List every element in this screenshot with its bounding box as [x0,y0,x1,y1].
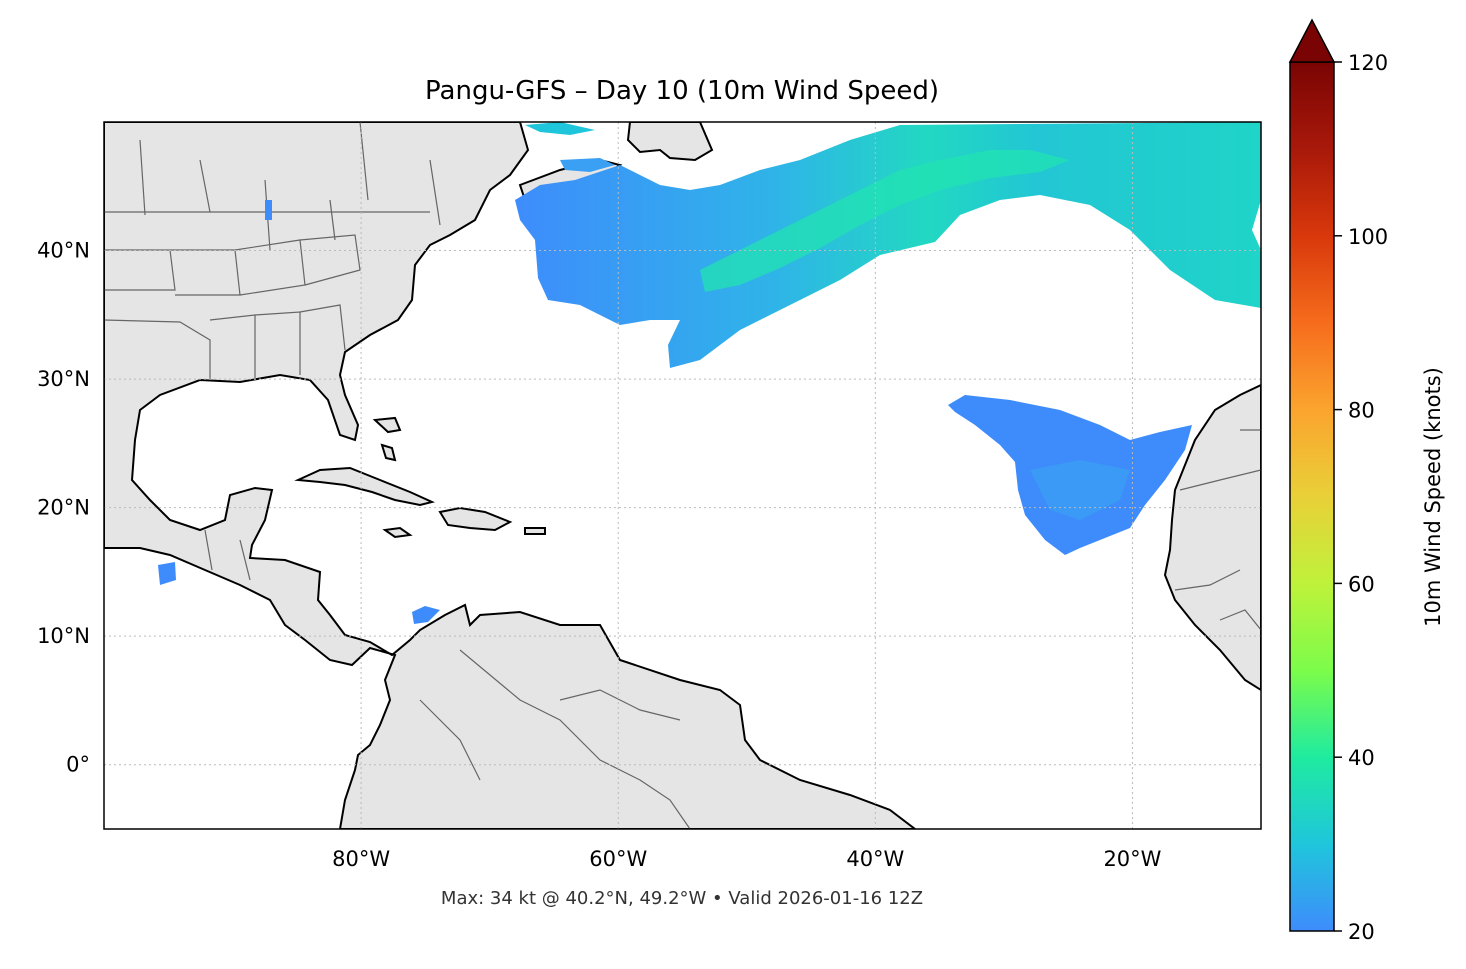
bahamas-islands [372,416,402,462]
colorbar-tick-label: 120 [1348,51,1388,75]
lon-tick-label: 40°W [846,847,904,871]
colorbar-tick-label: 100 [1348,225,1388,249]
newfoundland-island [626,122,714,162]
lat-tick-label: 40°N [37,239,90,263]
colorbar-ticks: 20 40 60 80 100 120 [1334,51,1388,944]
colorbar-extend-arrow [1288,18,1336,63]
colorbar-label: 10m Wind Speed (knots) [1421,367,1445,627]
cuba-island [294,466,436,507]
wind-jet-north-core [700,150,1070,292]
jamaica-island [382,526,413,539]
lat-tick-label: 10°N [37,624,90,648]
colorbar-tick-label: 20 [1348,920,1375,944]
hispaniola-island [438,506,513,532]
lat-tick-label: 20°N [37,496,90,520]
lon-tick-label: 60°W [589,847,647,871]
colorbar-tick-label: 40 [1348,746,1375,770]
lon-tick-label: 20°W [1103,847,1161,871]
colorbar-bar [1289,61,1335,932]
latitude-tick-labels: 0° 10°N 20°N 30°N 40°N [37,239,90,777]
wind-patch-newfoundland [560,158,615,172]
map-frame [103,121,1262,830]
lat-tick-label: 0° [66,753,90,777]
map-content [104,122,1261,829]
colorbar-tick-label: 80 [1348,399,1375,423]
wind-patch-pacific [158,562,176,585]
wind-speed-field [158,122,1261,624]
north-america-land [104,122,917,829]
wind-patch-caribbean [412,606,440,624]
map-footer: Max: 34 kt @ 40.2°N, 49.2°W • Valid 2026… [441,888,923,909]
map-title: Pangu-GFS – Day 10 (10m Wind Speed) [425,76,939,106]
wind-patch-east-inner [1030,460,1130,520]
colorbar-tick-label: 60 [1348,572,1375,596]
colorbar: 20 40 60 80 100 120 10m Wind Speed (knots) [1288,18,1445,944]
longitude-tick-labels: 80°W 60°W 40°W 20°W [332,847,1162,871]
puerto-rico-island [524,527,546,535]
wind-patch-gulf-stlawrence [525,122,595,135]
wind-jet-north [515,122,1261,368]
lon-tick-label: 80°W [332,847,390,871]
wind-patch-lakes [265,200,272,220]
lat-tick-label: 30°N [37,367,90,391]
political-borders [104,122,1261,829]
